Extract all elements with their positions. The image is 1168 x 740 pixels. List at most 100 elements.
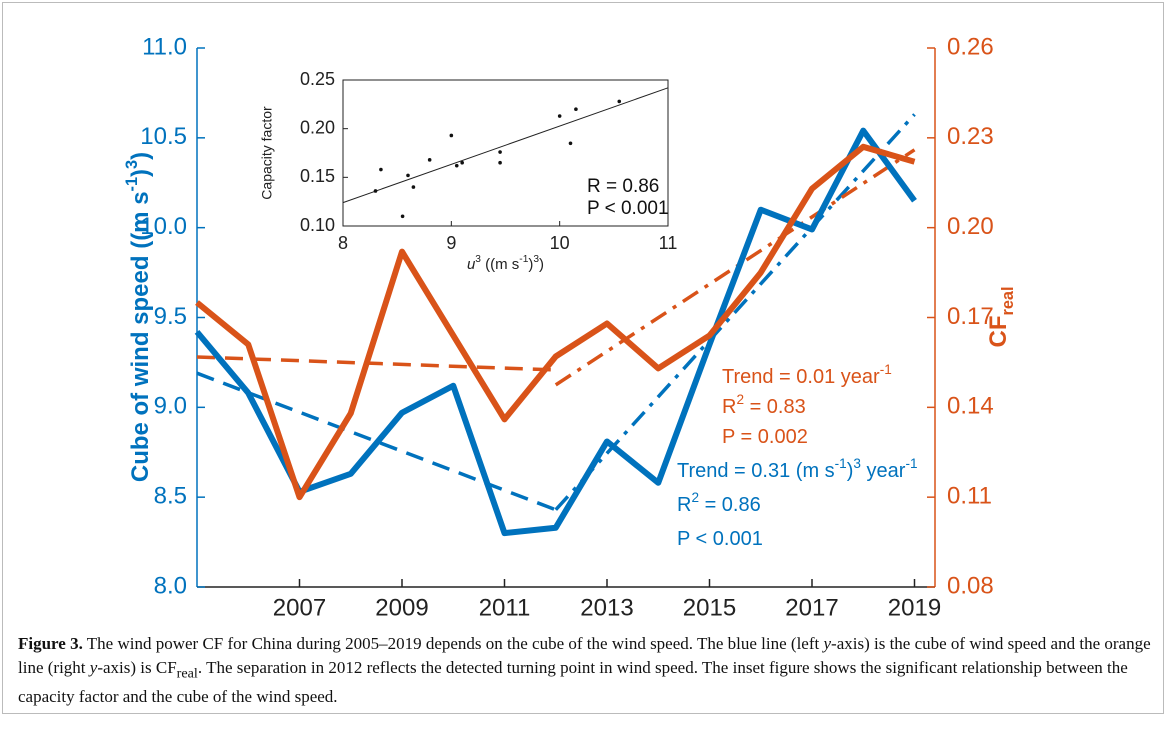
- text-part: = 0.83: [744, 396, 806, 418]
- scatter-point: [568, 141, 573, 146]
- caption-label: Figure 3.: [18, 634, 83, 653]
- superscript: -1: [123, 177, 141, 192]
- superscript: 3: [123, 160, 141, 169]
- text-part: ): [847, 460, 854, 482]
- scatter-point: [427, 158, 432, 162]
- y2-tick-label: 0.17: [947, 303, 994, 330]
- text-part: ): [127, 169, 154, 177]
- scatter-point: [449, 133, 454, 138]
- scatter-point: [411, 185, 416, 189]
- text-part: R: [722, 396, 736, 418]
- text-part: ): [528, 256, 533, 273]
- text-part: = 0.86: [699, 494, 761, 516]
- caption-text: -axis) is the cube of wind speed and the…: [18, 634, 1151, 677]
- x-tick-label: 2011: [479, 594, 531, 621]
- scatter-point: [379, 167, 383, 172]
- scatter-point: [460, 160, 464, 165]
- caption-italic: y: [823, 634, 832, 653]
- caption: Figure 3. The wind power CF for China du…: [18, 632, 1153, 709]
- caption-text: The wind power CF for China during 2005–…: [82, 634, 824, 653]
- scatter-point: [574, 107, 578, 111]
- y-tick-label: 11.0: [142, 33, 187, 60]
- text-part: ((m s: [481, 256, 519, 273]
- line: [196, 355, 556, 372]
- inset-box: [342, 79, 669, 227]
- inset-y-label: Capacity factor: [259, 106, 275, 200]
- y-tick-label: 10.5: [140, 123, 187, 150]
- inset-y-tick-label: 0.10: [300, 215, 335, 235]
- scatter-point: [617, 99, 622, 104]
- inset-y-tick-label: 0.20: [300, 117, 335, 137]
- text-part: ): [127, 152, 154, 160]
- text-part: Cube of wind speed ((m s: [127, 191, 154, 482]
- annotation: R2 = 0.83: [722, 392, 806, 418]
- superscript: -1: [519, 254, 528, 265]
- x-tick-label: 2009: [375, 594, 428, 621]
- text-part: year: [861, 460, 906, 482]
- text-part: P < 0.001: [677, 528, 763, 550]
- chart: 8.0 8.5 9.0 9.5 10.0 10.5 11.0 0.08 0.11 0.14 0.17…: [123, 33, 1017, 621]
- y-tick-label: 8.5: [154, 483, 187, 510]
- y2-tick-label: 0.26: [947, 33, 994, 60]
- y2-tick-label: 0.14: [947, 393, 994, 420]
- inset-x-tick-label: 11: [659, 233, 678, 253]
- line: [195, 143, 916, 501]
- superscript: 2: [736, 392, 744, 407]
- scatter-point: [454, 163, 459, 168]
- inset-x-tick-label: 8: [338, 233, 348, 253]
- scatter-point: [498, 160, 502, 165]
- line: [196, 371, 557, 512]
- y-tick-label: 9.5: [154, 303, 187, 330]
- annotation: Trend = 0.01 year-1: [722, 362, 892, 388]
- scatter-point: [557, 114, 562, 118]
- inset-fit-line: [342, 87, 669, 204]
- annotation: R2 = 0.86: [677, 490, 761, 516]
- superscript: -1: [880, 362, 892, 377]
- x-tick-label: 2015: [683, 594, 736, 621]
- y2-tick-label: 0.08: [947, 572, 994, 599]
- superscript: -1: [835, 456, 847, 471]
- annotation: P = 0.002: [722, 426, 808, 448]
- text-part: P = 0.002: [722, 426, 808, 448]
- caption-text: . The separation in 2012 reflects the de…: [18, 658, 1128, 707]
- annotation: Trend = 0.31 (m s-1)3 year-1: [677, 456, 918, 482]
- scatter-point: [400, 214, 405, 219]
- inset-annotation: P < 0.001: [587, 198, 669, 219]
- y2-tick-label: 0.11: [947, 483, 992, 510]
- figure-frame: [2, 2, 1164, 714]
- text-part: CF: [985, 316, 1012, 348]
- line: [194, 127, 917, 537]
- annotation: P < 0.001: [677, 528, 763, 550]
- caption-italic: y: [89, 658, 98, 677]
- y2-axis-label: CFreal: [985, 286, 1017, 347]
- y-tick-label: 8.0: [154, 572, 187, 599]
- text-part: Trend = 0.31 (m s: [677, 460, 835, 482]
- y-tick-label: 9.0: [154, 393, 187, 420]
- x-tick-label: 2007: [273, 594, 326, 621]
- inset-x-tick-label: 10: [550, 233, 570, 253]
- italic-part: u: [467, 256, 476, 273]
- caption-text: -axis) is CF: [97, 658, 177, 677]
- superscript: 3: [853, 456, 861, 471]
- superscript: 3: [475, 254, 481, 265]
- superscript: 3: [533, 254, 539, 265]
- inset-x-tick-label: 9: [446, 233, 456, 253]
- caption-subscript: real: [176, 665, 198, 682]
- x-tick-label: 2017: [785, 594, 838, 621]
- y2-tick-label: 0.20: [947, 213, 994, 240]
- subscript: real: [999, 286, 1017, 315]
- inset-annotation: R = 0.86: [587, 176, 659, 197]
- inset-x-label: u3 ((m s-1)3): [467, 254, 544, 273]
- y2-tick-label: 0.23: [947, 123, 994, 150]
- y-tick-label: 10.0: [140, 213, 187, 240]
- inset-y-tick-label: 0.25: [300, 69, 335, 89]
- x-tick-label: 2019: [888, 594, 941, 621]
- inset-y-tick-label: 0.15: [300, 166, 335, 186]
- superscript: 2: [691, 490, 699, 505]
- text-part: R: [677, 494, 691, 516]
- text-part: ): [539, 256, 544, 273]
- scatter-point: [373, 189, 378, 193]
- scatter-point: [406, 173, 410, 178]
- line: [554, 113, 916, 511]
